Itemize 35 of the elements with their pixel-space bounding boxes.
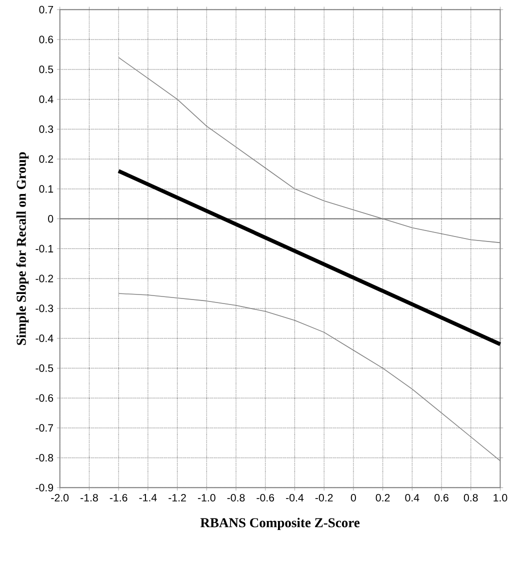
y-tick-label: -0.6 <box>36 394 53 402</box>
y-tick-label: -0.9 <box>36 484 53 492</box>
x-axis-title: RBANS Composite Z-Score <box>200 518 360 530</box>
y-tick-label: -0.3 <box>36 304 53 312</box>
x-tick-label: -1.8 <box>80 494 98 502</box>
y-tick-label: -0.5 <box>36 364 53 372</box>
y-axis-title: Simple Slope for Recall on Group <box>16 152 28 345</box>
y-tick-label: -0.1 <box>36 244 53 252</box>
y-tick-label: 0 <box>48 215 53 223</box>
y-tick-label: -0.8 <box>36 454 53 462</box>
y-tick-label: 0.6 <box>39 36 53 44</box>
x-tick-label: 0.4 <box>405 494 420 502</box>
y-tick-label: 0.7 <box>39 6 53 14</box>
y-tick-label: 0.2 <box>39 155 53 163</box>
y-tick-label: 0.1 <box>39 185 53 193</box>
x-tick-label: 0 <box>350 494 356 502</box>
x-tick-label: -2.0 <box>51 494 68 502</box>
x-tick-label: -0.6 <box>256 494 274 502</box>
x-tick-label: -0.2 <box>315 494 333 502</box>
y-tick-label: -0.4 <box>36 334 54 342</box>
x-tick-label: -1.0 <box>198 494 216 502</box>
x-tick-label: -1.6 <box>110 494 128 502</box>
x-tick-label: 0.6 <box>434 494 448 502</box>
y-tick-label: 0.5 <box>39 66 53 74</box>
x-tick-label: -0.4 <box>286 494 304 502</box>
x-tick-label: 1.0 <box>493 494 508 502</box>
x-tick-label: -0.8 <box>227 494 245 502</box>
y-tick-label: -0.2 <box>36 274 53 282</box>
x-tick-label: 0.2 <box>376 494 390 502</box>
x-tick-label: 0.8 <box>464 494 478 502</box>
y-tick-label: -0.7 <box>36 424 53 432</box>
y-tick-label: 0.4 <box>39 96 54 104</box>
x-tick-label: -1.2 <box>168 494 186 502</box>
y-tick-label: 0.3 <box>39 125 53 133</box>
x-tick-label: -1.4 <box>139 494 157 502</box>
